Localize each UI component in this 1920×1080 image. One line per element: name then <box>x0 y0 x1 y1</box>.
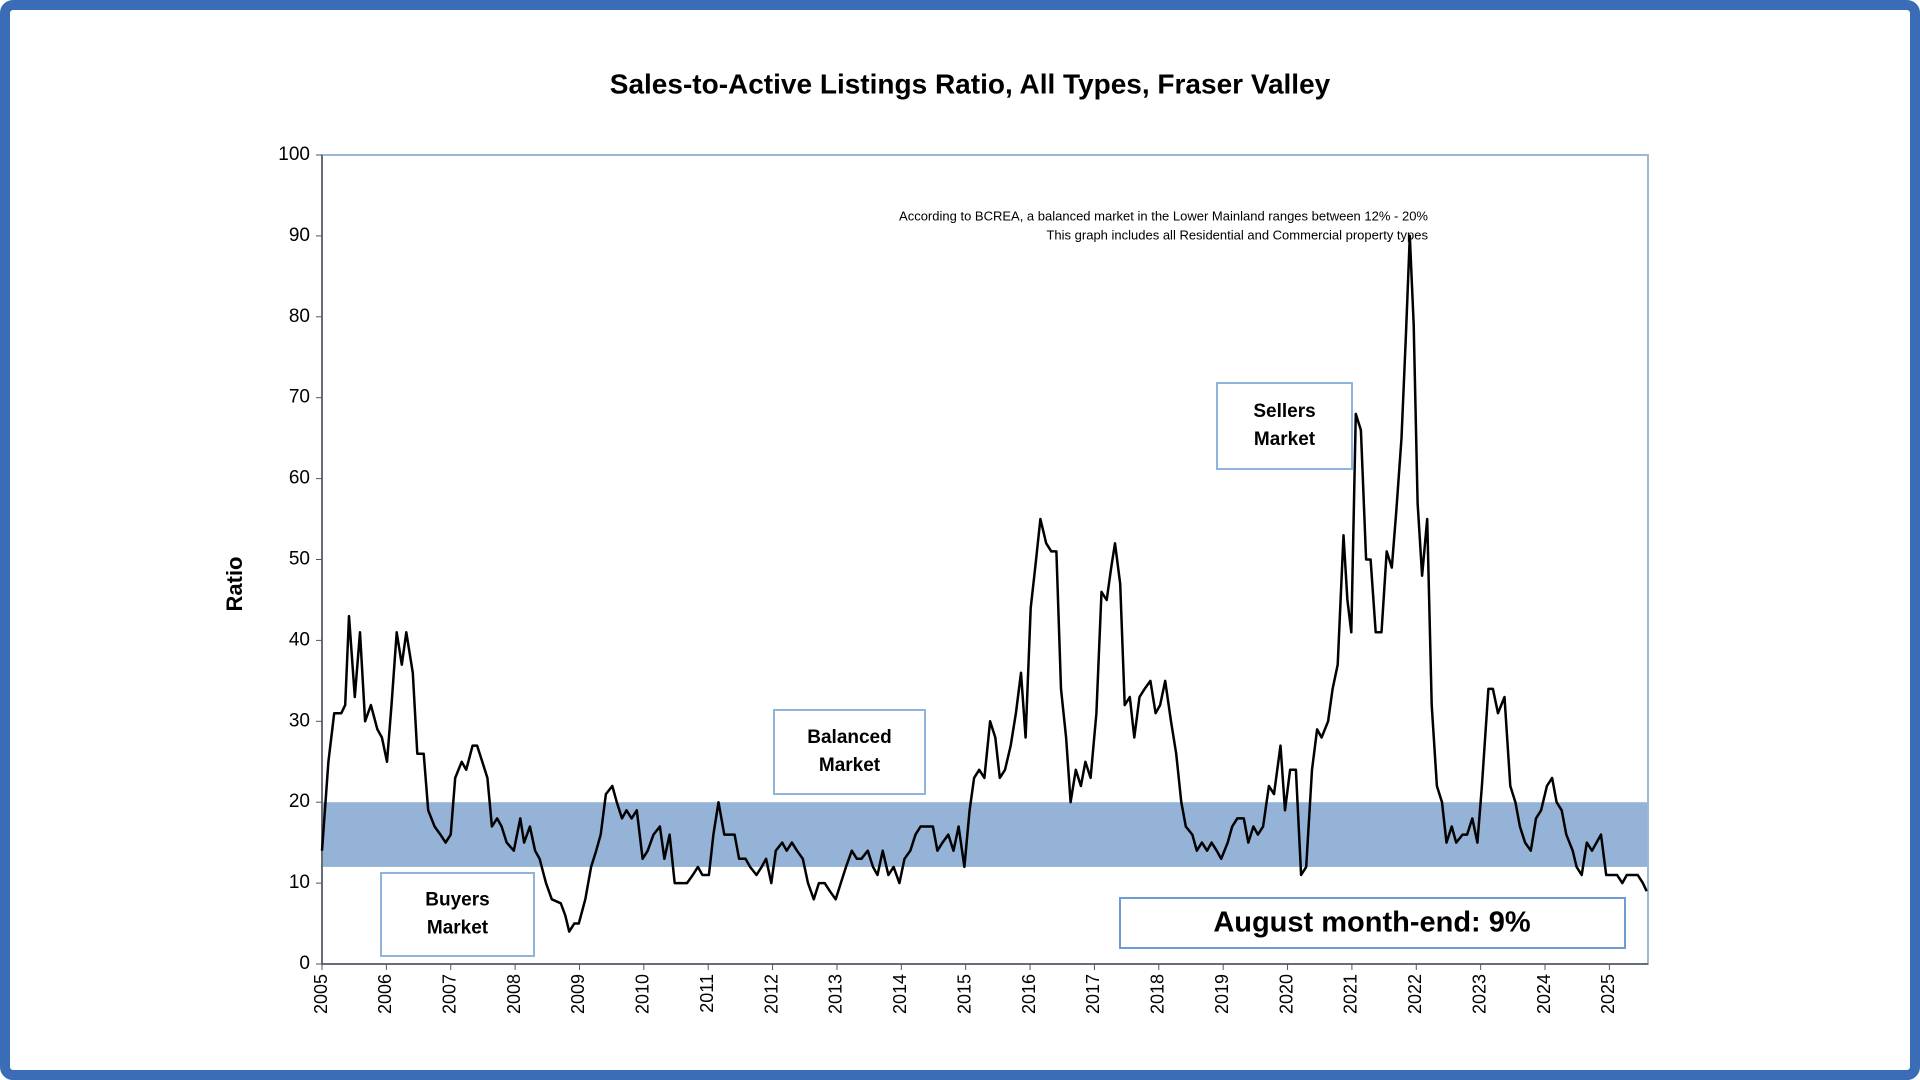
x-tick-label: 2011 <box>697 974 717 1013</box>
market-box-text: Buyers <box>425 890 489 911</box>
y-tick-label: 80 <box>289 306 310 327</box>
x-tick-label: 2023 <box>1469 974 1489 1014</box>
ratio-line <box>320 234 1648 933</box>
annotation: According to BCREA, a balanced market in… <box>899 208 1428 223</box>
market-box-text: Market <box>819 755 881 776</box>
y-tick-label: 30 <box>289 710 310 731</box>
x-tick-label: 2009 <box>568 974 588 1014</box>
x-tick-label: 2025 <box>1598 974 1618 1014</box>
x-tick-label: 2021 <box>1341 974 1361 1014</box>
x-tick-label: 2024 <box>1534 974 1554 1014</box>
x-tick-label: 2008 <box>504 974 524 1014</box>
y-tick-label: 40 <box>289 629 310 650</box>
market-box-text: Market <box>427 918 489 939</box>
x-tick-label: 2022 <box>1405 974 1425 1014</box>
y-tick-label: 0 <box>299 953 310 974</box>
x-tick-label: 2019 <box>1212 974 1232 1014</box>
y-tick-label: 90 <box>289 225 310 246</box>
market-box-text: Market <box>1254 429 1316 450</box>
x-tick-label: 2013 <box>826 974 846 1014</box>
x-tick-label: 2020 <box>1276 974 1296 1014</box>
market-box <box>380 872 535 957</box>
callout-text: August month-end: 9% <box>1213 907 1531 939</box>
callout-box <box>1119 897 1626 949</box>
x-tick-label: 2015 <box>954 974 974 1014</box>
x-tick-label: 2005 <box>311 974 331 1014</box>
x-tick-label: 2014 <box>890 974 910 1014</box>
y-tick-label: 20 <box>289 791 310 812</box>
annotation: This graph includes all Residential and … <box>1046 227 1428 242</box>
x-tick-label: 2018 <box>1148 974 1168 1014</box>
y-axis-label: Ratio <box>222 557 247 612</box>
x-tick-label: 2012 <box>761 974 781 1014</box>
chart-title: Sales-to-Active Listings Ratio, All Type… <box>610 68 1331 99</box>
x-tick-label: 2017 <box>1083 974 1103 1014</box>
x-tick-label: 2016 <box>1019 974 1039 1014</box>
market-box <box>1216 382 1353 470</box>
y-tick-label: 100 <box>278 144 310 165</box>
market-box <box>773 709 926 795</box>
x-tick-label: 2007 <box>439 974 459 1014</box>
x-tick-label: 2006 <box>375 974 395 1014</box>
y-tick-label: 70 <box>289 387 310 408</box>
market-box-text: Balanced <box>807 727 891 748</box>
market-box-text: Sellers <box>1253 401 1315 422</box>
y-tick-label: 50 <box>289 549 310 570</box>
x-tick-label: 2010 <box>633 974 653 1014</box>
y-tick-label: 10 <box>289 872 310 893</box>
y-tick-label: 60 <box>289 468 310 489</box>
balanced-band <box>322 802 1648 867</box>
